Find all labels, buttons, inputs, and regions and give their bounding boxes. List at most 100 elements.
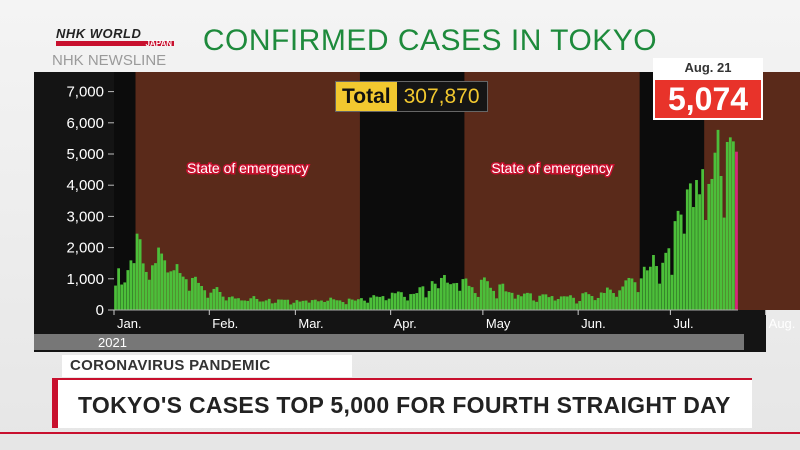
data-bar — [698, 194, 701, 310]
data-bar — [430, 281, 434, 310]
data-bar — [449, 284, 452, 310]
x-tick-label: Jul. — [673, 316, 693, 331]
data-bar — [602, 292, 606, 310]
data-bar — [301, 300, 305, 310]
data-bar — [566, 296, 569, 310]
data-bar — [381, 296, 385, 310]
data-bar — [725, 141, 729, 310]
data-bar — [578, 301, 582, 310]
data-bar — [732, 141, 735, 310]
data-bar — [206, 297, 210, 310]
data-bar — [298, 301, 302, 310]
data-bar — [636, 292, 640, 310]
data-bar — [369, 297, 373, 310]
data-bar — [522, 293, 526, 310]
data-bar — [688, 183, 692, 310]
chart-title: CONFIRMED CASES IN TOKYO — [202, 24, 658, 57]
data-bar — [596, 297, 600, 310]
data-bar — [307, 302, 311, 310]
data-bar — [264, 300, 268, 310]
data-bar — [209, 292, 213, 310]
data-bar — [655, 266, 658, 310]
data-bar — [612, 293, 615, 310]
latest-value: 5,074 — [653, 78, 763, 120]
data-bar — [436, 288, 440, 310]
data-bar — [181, 276, 185, 310]
data-bar — [147, 279, 151, 310]
data-bar — [639, 278, 643, 310]
data-bar — [476, 296, 480, 310]
data-bar — [393, 293, 397, 310]
data-bar — [439, 277, 443, 310]
data-bar — [157, 247, 160, 310]
data-bar — [224, 300, 228, 310]
data-bar — [470, 287, 474, 310]
year-band — [34, 334, 744, 350]
data-bar — [593, 300, 597, 310]
data-bar — [353, 300, 357, 310]
data-bar — [716, 129, 720, 310]
data-bar — [356, 299, 360, 310]
data-bar — [347, 298, 351, 310]
data-bar — [501, 283, 505, 310]
emergency-label: State of emergency — [491, 160, 612, 176]
y-tick-label: 2,000 — [66, 240, 104, 257]
emergency-band — [464, 72, 640, 310]
data-bar — [387, 298, 391, 310]
data-bar — [682, 233, 686, 310]
data-bar — [375, 296, 379, 310]
data-bar — [197, 282, 200, 310]
latest-count-badge: Aug. 21 5,074 — [653, 58, 763, 120]
data-bar — [249, 298, 253, 310]
data-bar — [443, 275, 446, 310]
data-bar — [363, 300, 366, 310]
data-bar — [163, 260, 167, 310]
data-bar — [673, 221, 677, 310]
data-bar — [350, 299, 354, 310]
data-bar — [406, 300, 409, 310]
data-bar — [344, 304, 348, 310]
x-tick-label: Aug. — [769, 316, 796, 331]
data-bar — [621, 286, 625, 310]
data-bar — [664, 252, 668, 310]
data-bar — [129, 260, 133, 310]
data-bar — [642, 266, 646, 310]
data-bar — [492, 290, 496, 310]
data-bar — [685, 189, 689, 310]
data-bar — [200, 286, 203, 310]
data-bar — [507, 292, 511, 310]
data-bar — [160, 253, 164, 310]
data-bar — [261, 301, 265, 310]
x-tick-label: Jan. — [117, 316, 142, 331]
data-bar — [479, 279, 483, 310]
data-bar — [141, 263, 145, 310]
data-bar — [400, 292, 403, 310]
data-bar — [633, 282, 637, 310]
logo-bar — [56, 41, 174, 46]
data-bar — [464, 278, 468, 310]
data-bar — [360, 298, 363, 310]
data-bar — [169, 271, 173, 310]
data-bar — [203, 290, 207, 310]
data-bar — [489, 287, 492, 310]
data-bar — [446, 282, 449, 310]
data-bar — [670, 274, 674, 310]
data-bar — [433, 283, 437, 310]
data-bar — [326, 300, 330, 310]
data-bar — [519, 296, 523, 310]
y-tick-label: 4,000 — [66, 177, 104, 194]
data-bar — [126, 270, 130, 310]
data-bar — [138, 239, 142, 310]
total-label: Total — [336, 82, 397, 111]
data-bar — [415, 293, 419, 310]
data-bar — [649, 266, 652, 310]
data-bar — [513, 298, 517, 310]
data-bar — [550, 296, 554, 310]
data-bar — [234, 298, 237, 310]
data-bar — [707, 183, 711, 310]
data-bar — [495, 298, 499, 310]
data-bar — [323, 301, 326, 310]
x-tick-label: Jun. — [581, 316, 606, 331]
data-bar — [151, 265, 154, 310]
data-bar — [172, 270, 176, 310]
